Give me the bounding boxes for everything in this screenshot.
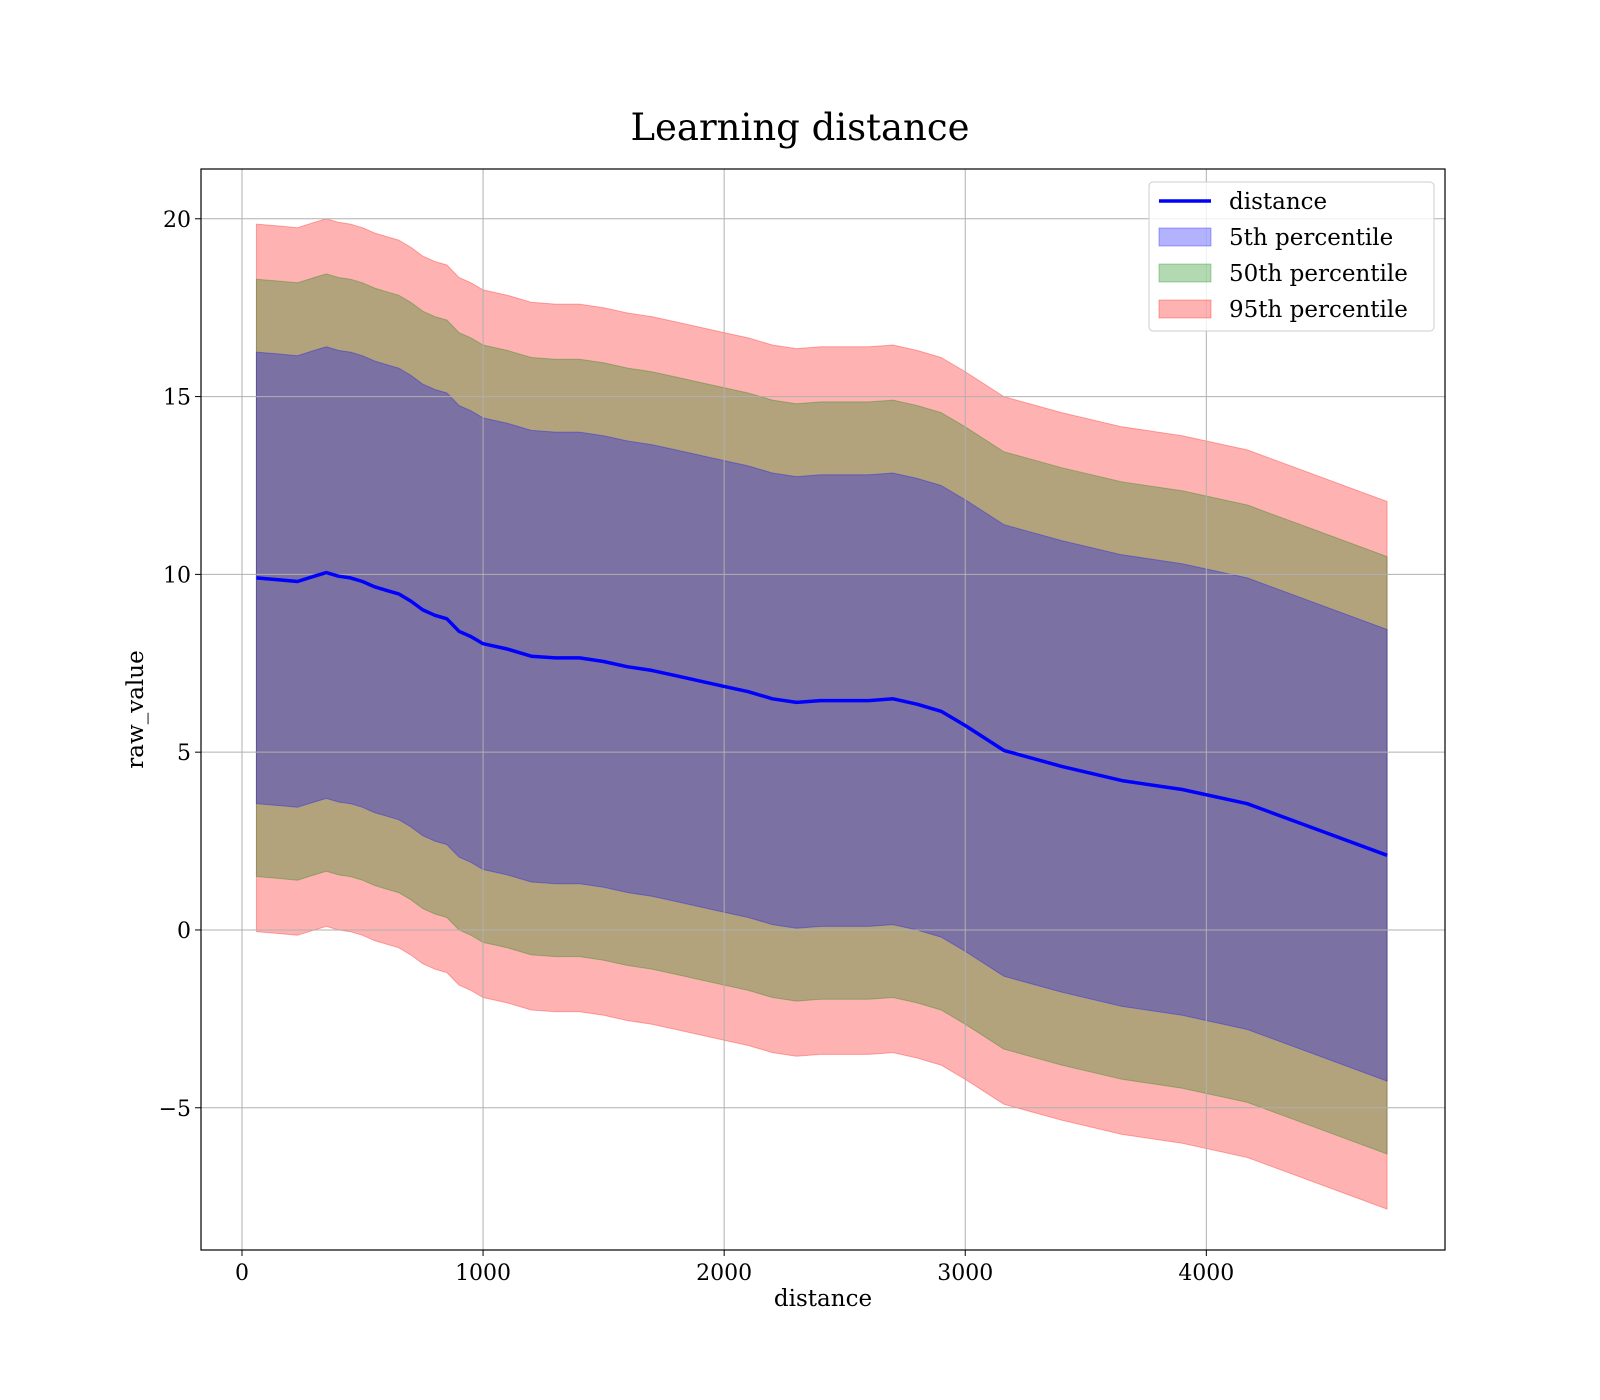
percentile-bands: [255, 218, 1388, 1210]
y-axis-label: raw_value: [123, 650, 149, 768]
y-tick-label: 0: [177, 919, 191, 944]
chart-title: Learning distance: [630, 106, 969, 149]
legend-label-95th-percentile: 95th percentile: [1229, 297, 1408, 323]
x-axis-label: distance: [774, 1286, 872, 1312]
x-tick-label: 1000: [455, 1261, 511, 1286]
x-tick-label: 0: [235, 1261, 249, 1286]
band-95th-percentile: [255, 218, 1388, 1210]
x-tick-label: 2000: [696, 1261, 752, 1286]
legend-label-5th-percentile: 5th percentile: [1229, 225, 1393, 251]
x-axis-ticks: 0 1000 2000 3000 4000: [235, 1250, 1234, 1286]
legend-swatch-5th-percentile: [1158, 227, 1212, 247]
y-axis-ticks: −5 0 5 10 15 20: [159, 208, 201, 1122]
y-tick-label: 15: [163, 386, 191, 411]
band-50th-percentile: [255, 273, 1388, 1155]
legend-box: [1148, 181, 1435, 332]
y-tick-label: 5: [177, 741, 191, 766]
y-tick-label: 20: [163, 208, 191, 233]
legend: distance 5th percentile 50th percentile 95t…: [1148, 181, 1435, 332]
x-tick-label: 4000: [1178, 1261, 1234, 1286]
line-distance: [256, 570, 1388, 857]
legend-swatch-50th-percentile: [1158, 263, 1212, 283]
legend-swatch-95th-percentile: [1158, 299, 1212, 319]
series-lines: [256, 570, 1388, 857]
plot-area-frame: [200, 168, 1446, 1251]
x-tick-label: 3000: [937, 1261, 993, 1286]
y-tick-label: 10: [163, 563, 191, 588]
grid-lines: [201, 169, 1445, 1250]
band-5th-percentile: [255, 346, 1388, 1082]
legend-label-distance: distance: [1229, 189, 1327, 215]
legend-label-50th-percentile: 50th percentile: [1229, 261, 1408, 287]
y-tick-label: −5: [159, 1097, 191, 1122]
